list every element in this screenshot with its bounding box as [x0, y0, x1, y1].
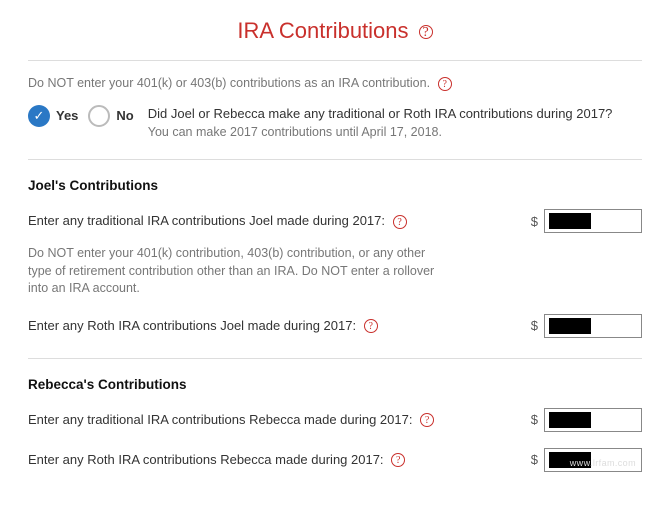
label-text: Enter any Roth IRA contributions Joel ma… [28, 318, 356, 333]
page-title-text: IRA Contributions [237, 18, 408, 43]
help-icon[interactable]: ? [391, 453, 405, 467]
help-icon[interactable]: ? [438, 77, 452, 91]
rebecca-traditional-label: Enter any traditional IRA contributions … [28, 411, 519, 429]
currency-symbol: $ [531, 412, 538, 427]
radio-no[interactable]: No [88, 105, 133, 127]
joel-roth-row: Enter any Roth IRA contributions Joel ma… [28, 314, 642, 338]
rebecca-traditional-input-wrap: $ [531, 408, 642, 432]
radio-yes-label: Yes [56, 108, 78, 123]
rebecca-roth-label: Enter any Roth IRA contributions Rebecca… [28, 451, 519, 469]
watermark: www.lrfam.com [570, 458, 636, 468]
page-title: IRA Contributions ? [28, 18, 642, 44]
radio-yes-circle: ✓ [28, 105, 50, 127]
contribution-note: Do NOT enter your 401(k) contribution, 4… [28, 245, 448, 298]
currency-symbol: $ [531, 318, 538, 333]
help-icon[interactable]: ? [419, 25, 433, 39]
redacted-value [549, 412, 591, 428]
currency-symbol: $ [531, 452, 538, 467]
help-icon[interactable]: ? [364, 319, 378, 333]
currency-symbol: $ [531, 214, 538, 229]
label-text: Enter any Roth IRA contributions Rebecca… [28, 452, 384, 467]
joel-roth-input[interactable] [544, 314, 642, 338]
section-title-rebecca: Rebecca's Contributions [28, 377, 642, 392]
question-text: Did Joel or Rebecca make any traditional… [148, 105, 613, 124]
section-title-joel: Joel's Contributions [28, 178, 642, 193]
joel-traditional-input[interactable] [544, 209, 642, 233]
warning-text: Do NOT enter your 401(k) or 403(b) contr… [28, 76, 430, 90]
check-icon: ✓ [34, 109, 45, 122]
warning-line: Do NOT enter your 401(k) or 403(b) contr… [28, 75, 642, 93]
rebecca-traditional-input[interactable] [544, 408, 642, 432]
help-icon[interactable]: ? [393, 215, 407, 229]
divider [28, 159, 642, 160]
label-text: Enter any traditional IRA contributions … [28, 412, 412, 427]
rebecca-roth-row: Enter any Roth IRA contributions Rebecca… [28, 448, 642, 472]
label-text: Enter any traditional IRA contributions … [28, 213, 385, 228]
joel-traditional-input-wrap: $ [531, 209, 642, 233]
ira-question-row: ✓ Yes No Did Joel or Rebecca make any tr… [28, 105, 642, 140]
redacted-value [549, 213, 591, 229]
radio-no-label: No [116, 108, 133, 123]
rebecca-traditional-row: Enter any traditional IRA contributions … [28, 408, 642, 432]
radio-yes[interactable]: ✓ Yes [28, 105, 78, 127]
radio-no-circle [88, 105, 110, 127]
redacted-value [549, 318, 591, 334]
help-icon[interactable]: ? [420, 413, 434, 427]
radio-group: ✓ Yes No [28, 105, 134, 127]
divider [28, 60, 642, 61]
joel-roth-input-wrap: $ [531, 314, 642, 338]
question-subtext: You can make 2017 contributions until Ap… [148, 125, 613, 139]
question-block: Did Joel or Rebecca make any traditional… [148, 105, 613, 140]
joel-roth-label: Enter any Roth IRA contributions Joel ma… [28, 317, 519, 335]
joel-traditional-row: Enter any traditional IRA contributions … [28, 209, 642, 233]
divider [28, 358, 642, 359]
joel-traditional-label: Enter any traditional IRA contributions … [28, 212, 519, 230]
